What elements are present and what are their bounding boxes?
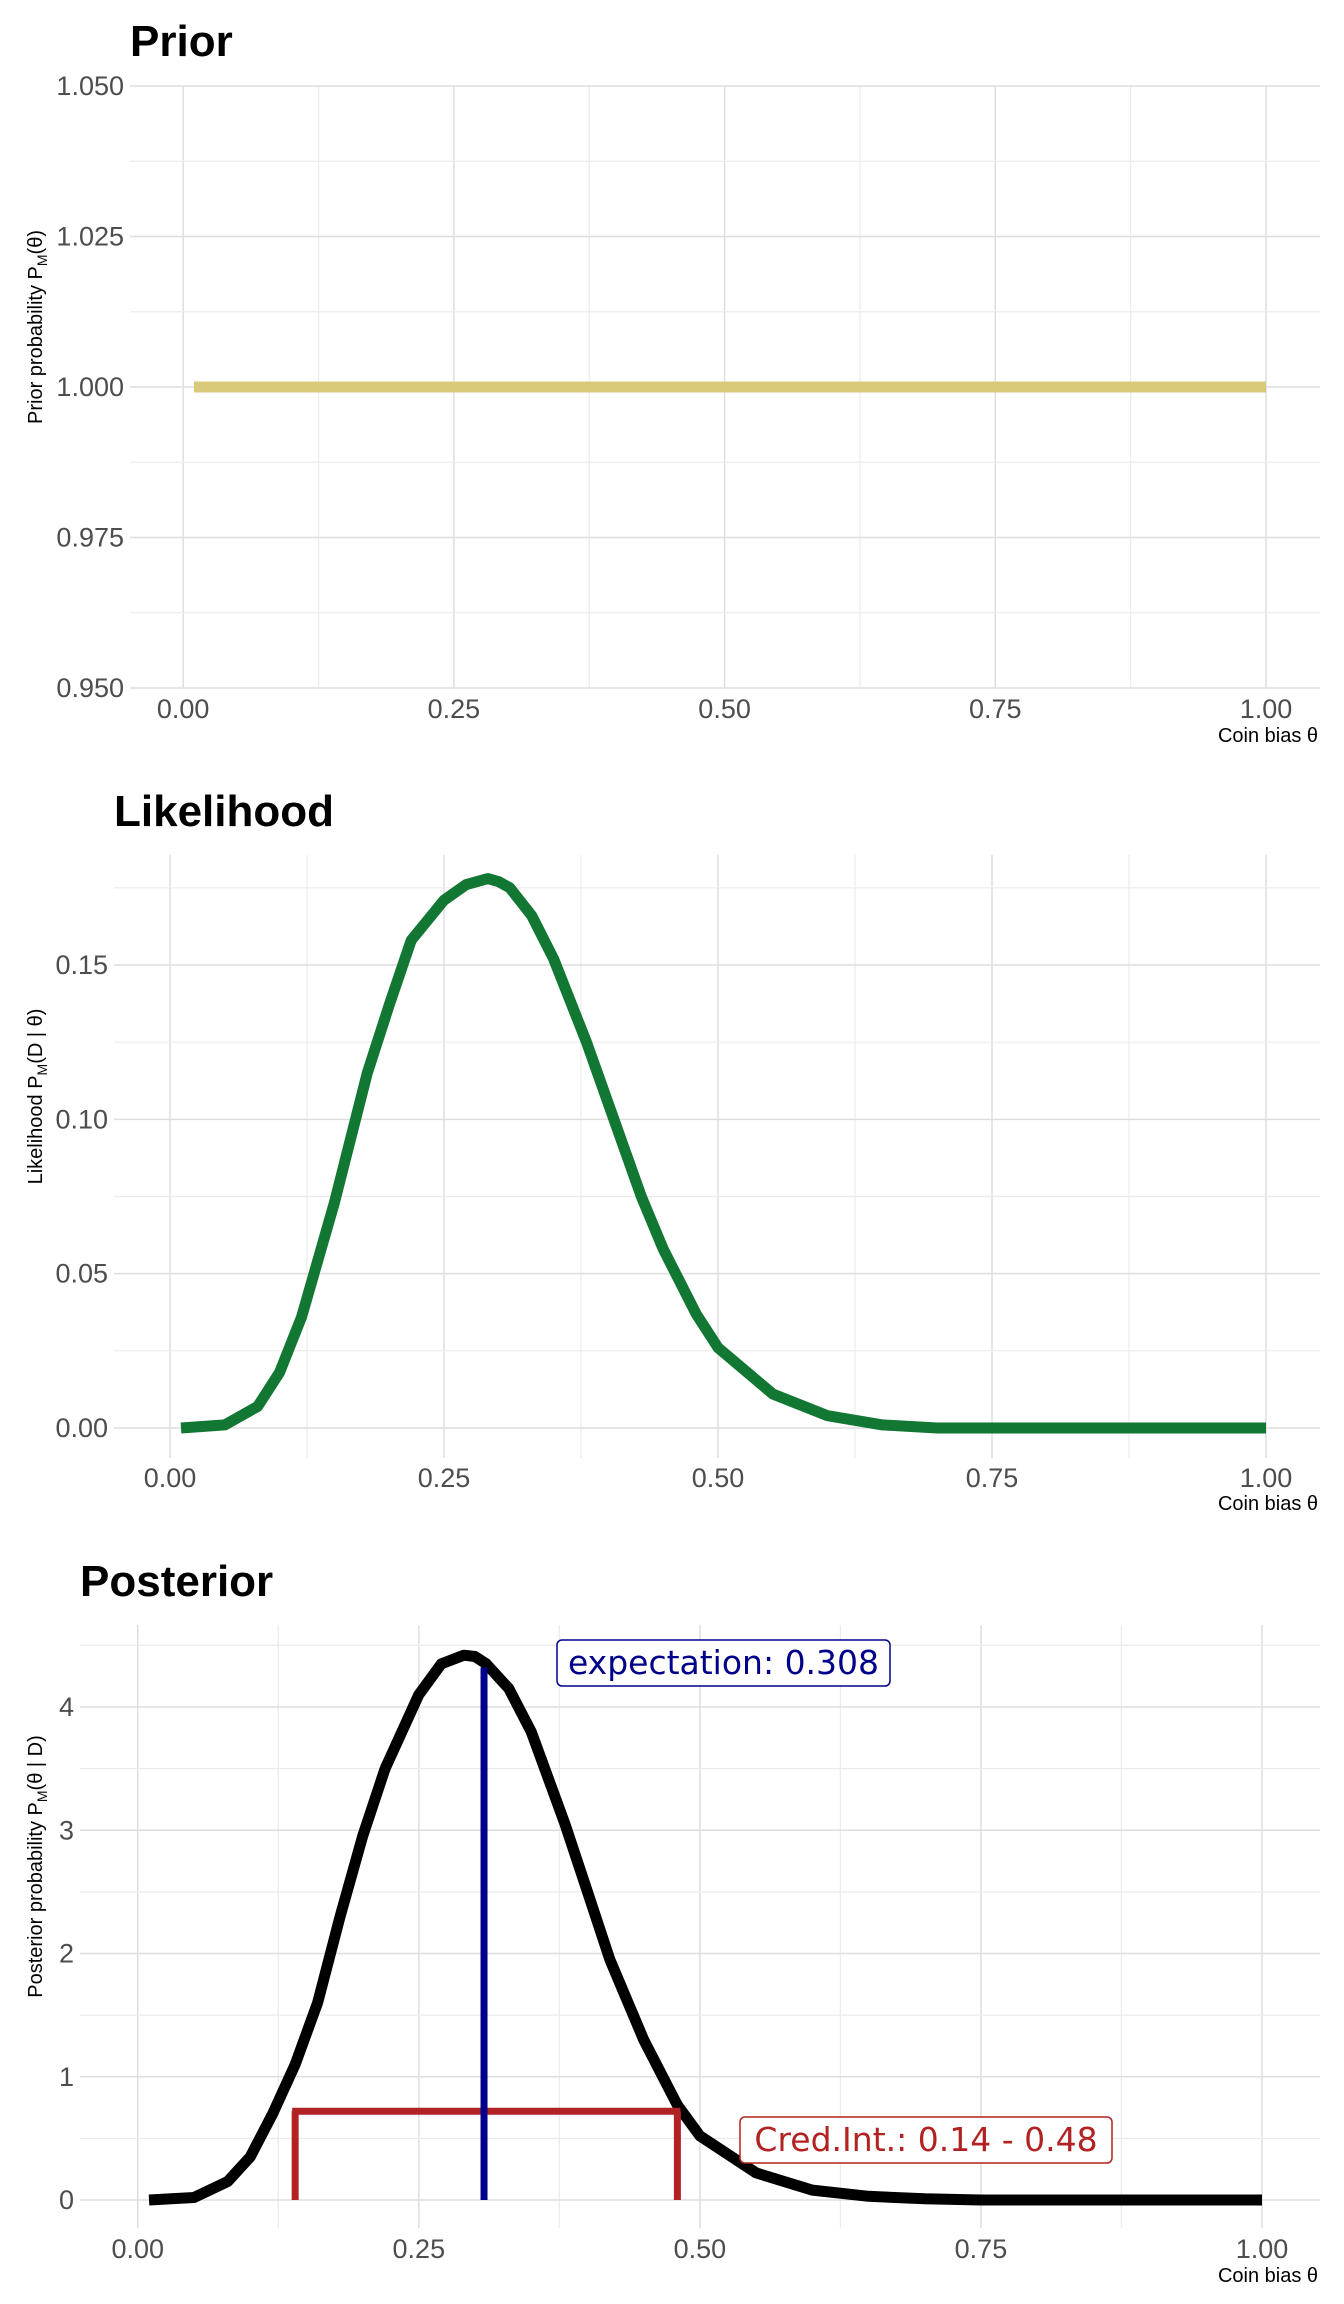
chart-title: Prior — [130, 17, 233, 66]
y-tick-label: 0.975 — [56, 523, 124, 553]
ci-label-box — [739, 2116, 1113, 2164]
y-tick-label: 1.025 — [56, 222, 124, 252]
y-tick-label: 1.000 — [56, 372, 124, 402]
y-tick-label: 0 — [59, 2185, 74, 2215]
ci-label: Cred.Int.: 0.14 - 0.48 — [754, 2120, 1097, 2159]
x-tick-label: 0.50 — [674, 2234, 727, 2264]
x-tick-label: 0.25 — [418, 1463, 471, 1493]
y-tick-label: 0.950 — [56, 673, 124, 703]
x-tick-label: 0.00 — [111, 2234, 164, 2264]
y-tick-label: 0.05 — [55, 1259, 108, 1289]
series-line — [148, 1649, 1262, 2206]
y-tick-label: 1.050 — [56, 71, 124, 101]
y-tick-label: 0.00 — [55, 1413, 108, 1443]
x-tick-label: 0.75 — [955, 2234, 1008, 2264]
x-tick-label: 0.00 — [157, 694, 210, 724]
chart-panel-posterior: Posterior 0.00 0.25 0.50 0.75 1.00 0 1 2 3 4 Coin b… — [25, 1557, 1320, 2287]
x-axis-title: Coin bias θ — [1218, 1493, 1318, 1515]
y-tick-label: 0.15 — [55, 950, 108, 980]
chart-panel-prior: Prior 0.00 0.25 0.50 0.75 1.00 0.950 0.975 1.000… — [25, 17, 1320, 747]
chart-title: Likelihood — [114, 787, 334, 836]
x-tick-label: 0.75 — [969, 694, 1022, 724]
x-tick-label: 1.00 — [1240, 694, 1293, 724]
x-tick-label: 0.25 — [393, 2234, 446, 2264]
expectation-label: expectation: 0.308 — [568, 1643, 879, 1682]
y-tick-label: 4 — [59, 1692, 74, 1722]
y-axis-title: Posterior probability PM(θ | D) — [25, 1735, 50, 1998]
gridlines — [130, 85, 1320, 689]
x-axis-title: Coin bias θ — [1218, 2265, 1318, 2287]
x-tick-label: 0.50 — [692, 1463, 745, 1493]
y-axis-title: Prior probability PM(θ) — [25, 230, 50, 424]
y-tick-label: 2 — [59, 1939, 74, 1969]
x-tick-label: 0.25 — [428, 694, 481, 724]
chart-title: Posterior — [80, 1557, 273, 1606]
x-tick-label: 1.00 — [1236, 2234, 1289, 2264]
gridlines — [114, 855, 1320, 1458]
x-tick-label: 0.00 — [144, 1463, 197, 1493]
x-tick-label: 0.75 — [966, 1463, 1019, 1493]
x-tick-label: 0.50 — [698, 694, 751, 724]
expectation-label-box — [556, 1639, 891, 1687]
expectation-marker: expectation: 0.308 — [480, 1639, 891, 2200]
series-line — [180, 873, 1266, 1434]
chart-panel-likelihood: Likelihood 0.00 0.25 0.50 0.75 1.00 0.00 0.05 0.… — [25, 787, 1320, 1515]
x-axis-title: Coin bias θ — [1218, 725, 1318, 747]
y-tick-label: 0.10 — [55, 1104, 108, 1134]
y-tick-label: 1 — [59, 2062, 74, 2092]
credible-interval: Cred.Int.: 0.14 - 0.48 — [291, 2107, 1113, 2200]
y-tick-label: 3 — [59, 1815, 74, 1845]
y-axis-title: Likelihood PM(D | θ) — [25, 1009, 50, 1185]
x-tick-label: 1.00 — [1240, 1463, 1293, 1493]
